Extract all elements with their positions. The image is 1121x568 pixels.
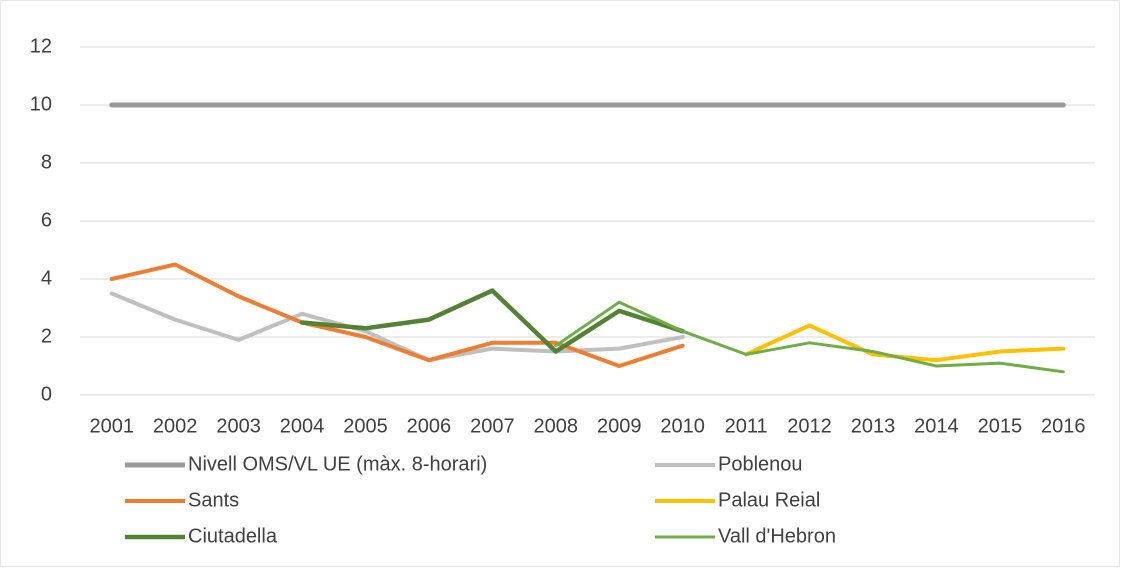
y-tick-label: 4 bbox=[41, 267, 52, 289]
y-tick-label: 8 bbox=[41, 151, 52, 173]
legend-label: Nivell OMS/VL UE (màx. 8-horari) bbox=[188, 453, 487, 475]
x-tick-label: 2006 bbox=[407, 415, 452, 437]
x-tick-label: 2016 bbox=[1041, 415, 1086, 437]
x-tick-label: 2009 bbox=[597, 415, 642, 437]
legend-label: Ciutadella bbox=[188, 525, 278, 547]
y-tick-label: 12 bbox=[30, 35, 52, 57]
x-tick-label: 2003 bbox=[216, 415, 261, 437]
x-tick-label: 2014 bbox=[914, 415, 959, 437]
x-tick-label: 2001 bbox=[89, 415, 134, 437]
x-tick-label: 2013 bbox=[851, 415, 896, 437]
series-line bbox=[299, 288, 685, 354]
x-tick-label: 2012 bbox=[787, 415, 832, 437]
legend-label: Poblenou bbox=[718, 453, 803, 475]
x-tick-label: 2015 bbox=[978, 415, 1023, 437]
series-line bbox=[554, 300, 1065, 374]
legend-label: Palau Reial bbox=[718, 489, 820, 511]
y-tick-label: 2 bbox=[41, 325, 52, 347]
series-line bbox=[109, 262, 685, 368]
x-tick-label: 2002 bbox=[153, 415, 198, 437]
legend-label: Sants bbox=[188, 489, 239, 511]
y-tick-label: 6 bbox=[41, 209, 52, 231]
y-tick-label: 10 bbox=[30, 93, 52, 115]
x-tick-label: 2007 bbox=[470, 415, 515, 437]
y-tick-label: 0 bbox=[41, 383, 52, 405]
x-tick-label: 2011 bbox=[725, 415, 768, 437]
series-line bbox=[109, 291, 685, 363]
x-tick-label: 2008 bbox=[534, 415, 579, 437]
x-tick-label: 2005 bbox=[343, 415, 388, 437]
x-tick-label: 2010 bbox=[660, 415, 705, 437]
legend-label: Vall d'Hebron bbox=[718, 525, 836, 547]
x-tick-label: 2004 bbox=[280, 415, 325, 437]
